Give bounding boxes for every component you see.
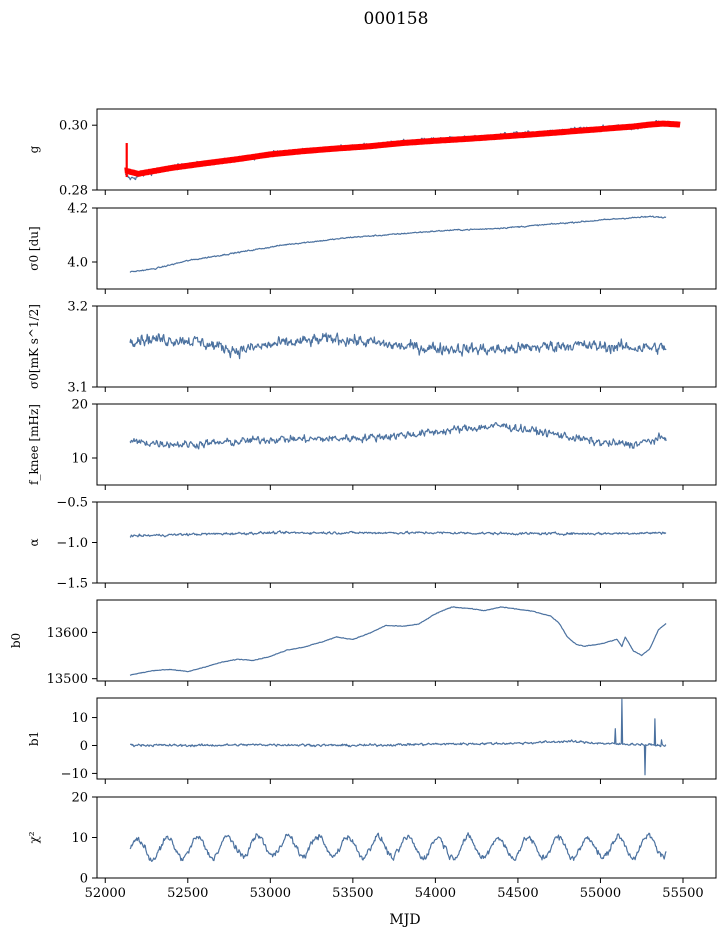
series-line-alpha [129,530,667,538]
ytick-label-chi2-0: 0 [80,872,88,887]
ytick-label-chi2-2: 20 [71,791,88,806]
plot-area-alpha [129,530,667,538]
plot-area-g [124,119,681,181]
series-line-sigma0-mk [129,332,667,360]
ytick-label-sigma0-mk-0: 3.1 [67,381,88,396]
panel-g: 0.28 0.30 g [27,108,717,199]
series-fit-g [124,120,681,177]
ytick-label-b1-0: −10 [61,767,88,782]
ytick-label-b1-2: 10 [71,711,88,726]
ytick-label-sigma0-mk-1: 3.2 [67,300,88,315]
panel-frame-alpha [96,501,717,584]
panel-alpha: −1.5 −1.0 −0.5 α [27,496,717,592]
panel-sigma0-mk: 3.1 3.2 σ0[mK s^1/2] [27,300,717,396]
plot-area-chi2 [129,832,667,863]
xtick-label-7: 55500 [662,886,703,901]
ytick-label-sigma0-du-0: 4.0 [67,256,88,271]
x-axis-label: MJD [389,912,420,928]
xtick-label-4: 54000 [415,886,456,901]
ytick-label-b0-1: 13600 [47,626,88,641]
panel-fknee: 10 20 f_knee [mHz] [27,398,717,490]
panel-frame-sigma0-du [96,207,717,290]
ytick-label-b1-1: 0 [80,739,88,754]
panel-chi2: 0 10 20 52000 52500 53000 53500 54000 54500 55000… [27,791,717,901]
figure-title: 000158 [364,9,429,29]
ylabel-b1: b1 [27,731,41,746]
ylabel-sigma0-du: σ0 [du] [27,226,41,270]
panels-group: 0.28 0.30 g 4.0 4.2 σ0 [du] 3.1 3.2 σ0[mK s^1/2]… [9,108,717,901]
series-line-b1 [130,698,667,776]
panel-frame-chi2 [96,796,717,879]
series-line-fknee [129,422,667,450]
ylabel-b0: b0 [9,633,23,648]
panel-b0: 13500 13600 b0 [9,599,717,687]
xtick-label-0: 52000 [85,886,126,901]
ylabel-sigma0-mk: σ0[mK s^1/2] [27,304,41,389]
panel-b1: −10 0 10 b1 [27,697,717,784]
ytick-label-g-1: 0.30 [59,119,88,134]
ytick-label-sigma0-du-1: 4.2 [67,202,88,217]
panel-sigma0-du: 4.0 4.2 σ0 [du] [27,202,717,294]
ylabel-g: g [27,145,41,153]
plot-area-fknee [129,422,667,450]
panel-frame-fknee [96,403,717,486]
plot-area-sigma0-mk [129,332,667,360]
panel-frame-b0 [96,599,717,682]
series-line-b0 [129,606,667,676]
ylabel-fknee: f_knee [mHz] [27,404,41,485]
ytick-label-b0-0: 13500 [47,672,88,687]
xtick-label-3: 53500 [332,886,373,901]
series-line-sigma0-du [129,215,667,273]
ytick-label-alpha-0: −1.5 [56,577,88,592]
panel-frame-b1 [96,697,717,780]
panel-frame-sigma0-mk [96,305,717,388]
ytick-label-alpha-1: −1.0 [56,536,88,551]
panel-frame-g [96,108,717,191]
ylabel-alpha: α [27,538,41,546]
series-line-chi2 [129,832,667,863]
xtick-label-1: 52500 [167,886,208,901]
ytick-label-fknee-0: 10 [71,452,88,467]
ytick-label-fknee-1: 20 [71,398,88,413]
xtick-label-2: 53000 [250,886,291,901]
plot-area-sigma0-du [129,215,667,273]
ytick-label-alpha-2: −0.5 [56,496,88,511]
xtick-label-6: 55000 [580,886,621,901]
plot-area-b1 [130,698,667,776]
ytick-label-chi2-1: 10 [71,831,88,846]
ytick-label-g-0: 0.28 [59,184,88,199]
ylabel-chi2: χ² [27,831,41,843]
xtick-label-5: 54500 [497,886,538,901]
plot-area-b0 [129,606,667,676]
